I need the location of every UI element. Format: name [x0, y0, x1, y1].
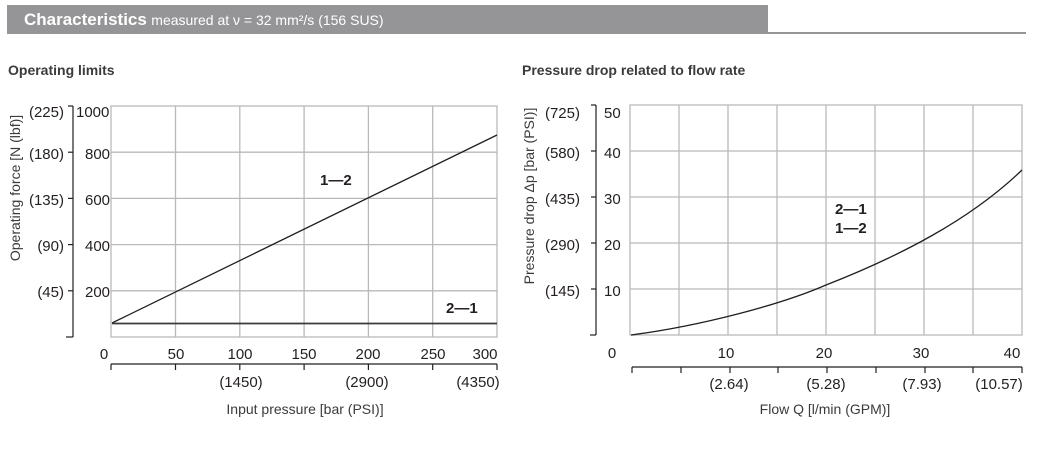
svg-text:(225): (225): [29, 104, 64, 121]
svg-text:50: 50: [604, 105, 621, 122]
svg-text:(180): (180): [29, 146, 64, 163]
svg-text:10: 10: [604, 283, 621, 300]
svg-text:100: 100: [227, 346, 252, 363]
left-x-tick-labels: 0 50 100 150 200 250 300: [100, 346, 498, 363]
svg-text:(2900): (2900): [345, 374, 388, 391]
left-grid: [110, 105, 498, 338]
svg-text:800: 800: [85, 146, 110, 163]
header-title-rest: measured at ν = 32 mm²/s (156 SUS): [151, 12, 384, 28]
right-grid: [629, 104, 1023, 336]
svg-text:(10.57): (10.57): [975, 376, 1023, 393]
svg-text:250: 250: [420, 346, 445, 363]
svg-text:(580): (580): [545, 145, 580, 162]
svg-text:(4350): (4350): [456, 374, 499, 391]
operating-limits-title: Operating limits: [8, 62, 115, 78]
header-title-bold: Characteristics: [24, 10, 147, 29]
label-1-to-2: 1—2: [320, 172, 352, 189]
label-1-to-2: 1—2: [835, 220, 867, 237]
svg-text:600: 600: [85, 192, 110, 209]
svg-text:30: 30: [913, 345, 930, 362]
svg-text:300: 300: [472, 346, 497, 363]
pressure-drop-curve: [630, 169, 1023, 336]
svg-text:200: 200: [355, 346, 380, 363]
svg-text:(7.93): (7.93): [902, 376, 941, 393]
svg-text:(5.28): (5.28): [806, 376, 845, 393]
label-2-to-1: 2—1: [446, 300, 478, 317]
svg-text:1000: 1000: [76, 104, 109, 121]
right-x-axis-title: Flow Q [l/min (GPM)]: [760, 401, 891, 417]
svg-text:(145): (145): [545, 283, 580, 300]
operating-limits-chart: 1—2 2—1 1000 800 600 400 200 (225) (180)…: [7, 104, 500, 417]
svg-text:200: 200: [85, 284, 110, 301]
pressure-drop-title: Pressure drop related to flow rate: [522, 62, 746, 78]
right-y-axis: [590, 104, 597, 336]
left-y-axis: [66, 105, 74, 338]
right-y-tick-labels: 50 40 30 20 10 (725) (580) (435) (290) (…: [545, 105, 621, 300]
label-2-to-1: 2—1: [835, 201, 867, 218]
svg-text:(45): (45): [37, 284, 64, 301]
right-y-axis-title: Pressure drop Δp [bar (PSI)]: [521, 108, 537, 285]
svg-text:(725): (725): [545, 105, 580, 122]
left-x-secondary-labels: (1450) (2900) (4350): [219, 374, 499, 391]
left-x-axis: [110, 363, 498, 370]
section-header-title: Characteristics measured at ν = 32 mm²/s…: [24, 10, 384, 30]
right-x-secondary-labels: (2.64) (5.28) (7.93) (10.57): [709, 376, 1022, 393]
section-header-bar: [7, 5, 768, 34]
svg-text:0: 0: [608, 345, 616, 362]
left-y-tick-labels: 1000 800 600 400 200 (225) (180) (135) (…: [29, 104, 110, 301]
right-x-axis: [631, 366, 1023, 373]
left-x-axis-title: Input pressure [bar (PSI)]: [226, 401, 383, 417]
svg-text:20: 20: [604, 237, 621, 254]
svg-text:20: 20: [816, 345, 833, 362]
pressure-drop-chart: 2—1 1—2 50 40 30 20 10 (725) (580) (435)…: [521, 104, 1023, 417]
svg-text:(1450): (1450): [219, 374, 262, 391]
svg-text:(135): (135): [29, 192, 64, 209]
svg-text:(435): (435): [545, 191, 580, 208]
svg-text:0: 0: [100, 346, 108, 363]
series-1-to-2-line: [111, 134, 498, 324]
svg-text:30: 30: [604, 191, 621, 208]
svg-text:150: 150: [291, 346, 316, 363]
svg-text:(90): (90): [37, 238, 64, 255]
left-y-axis-title: Operating force [N (lbf)]: [7, 115, 23, 261]
svg-text:50: 50: [168, 346, 185, 363]
svg-text:10: 10: [718, 345, 735, 362]
svg-text:40: 40: [604, 145, 621, 162]
section-header-rule: [768, 32, 1026, 34]
right-x-tick-labels: 0 10 20 30 40: [608, 345, 1021, 362]
svg-text:(2.64): (2.64): [709, 376, 748, 393]
svg-text:(290): (290): [545, 237, 580, 254]
svg-text:400: 400: [85, 238, 110, 255]
svg-text:40: 40: [1004, 345, 1021, 362]
